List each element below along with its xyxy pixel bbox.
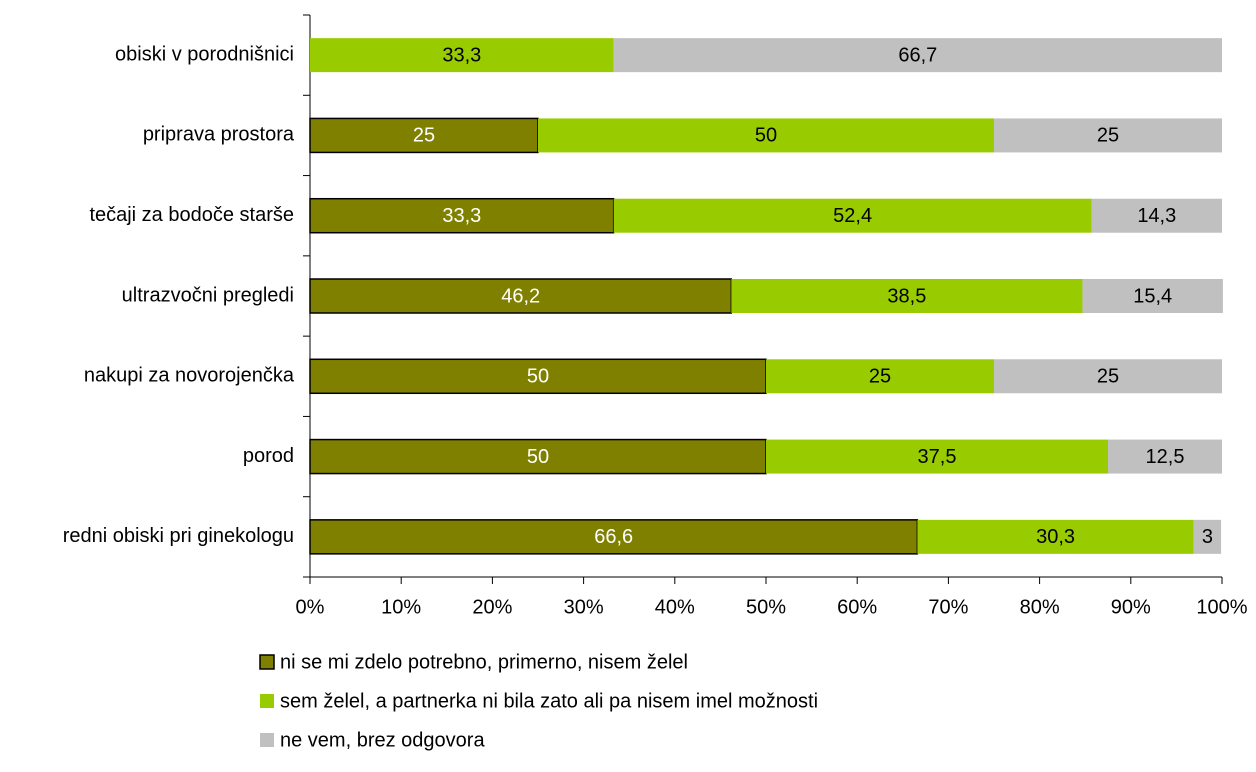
y-tick-label: porod [243, 445, 294, 467]
bar-segment [613, 38, 1222, 73]
y-tick-label: tečaji za bodoče starše [89, 204, 294, 226]
x-tick-label: 20% [472, 596, 512, 618]
legend-swatch [260, 694, 274, 708]
data-label: 52,4 [833, 205, 872, 227]
bar-segment [538, 118, 994, 153]
data-label: 50 [527, 366, 549, 388]
legend-swatch [259, 654, 275, 670]
data-label: 50 [527, 446, 549, 468]
data-label: 66,7 [898, 44, 937, 66]
bar-segment [1108, 439, 1222, 474]
y-tick-label: redni obiski pri ginekologu [63, 525, 294, 547]
x-tick-label: 80% [1020, 596, 1060, 618]
bar-segment [1193, 519, 1222, 554]
data-label: 66,6 [594, 526, 633, 548]
bar-segment [1091, 198, 1222, 233]
bar-segment [613, 198, 1092, 233]
legend-label: ni se mi zdelo potrebno, primerno, nisem… [280, 651, 688, 673]
bar-segment [310, 38, 614, 73]
data-label: 46,2 [501, 285, 540, 307]
x-tick-label: 70% [928, 596, 968, 618]
bar-segment [994, 359, 1222, 394]
data-label: 33,3 [442, 44, 481, 66]
bar-segment [917, 519, 1194, 554]
data-label: 25 [1097, 366, 1119, 388]
data-label: 38,5 [887, 285, 926, 307]
data-label: 30,3 [1036, 526, 1075, 548]
x-tick-label: 10% [381, 596, 421, 618]
x-tick-label: 30% [564, 596, 604, 618]
x-tick-label: 60% [837, 596, 877, 618]
data-label: 25 [413, 125, 435, 147]
y-tick-label: ultrazvočni pregledi [122, 284, 294, 306]
data-label: 3 [1202, 526, 1213, 548]
legend-label: ne vem, brez odgovora [280, 729, 485, 751]
y-tick-label: priprava prostora [143, 124, 295, 146]
bar-segment [994, 118, 1222, 153]
x-tick-label: 90% [1111, 596, 1151, 618]
legend-label: sem želel, a partnerka ni bila zato ali … [280, 690, 818, 712]
bar-segment [731, 279, 1083, 313]
bar-segment [309, 278, 733, 314]
bar-segment [766, 359, 994, 394]
data-label: 14,3 [1137, 205, 1176, 227]
data-label: 25 [869, 366, 891, 388]
bar-segment [309, 358, 767, 395]
x-tick-label: 100% [1196, 596, 1247, 618]
x-tick-label: 40% [655, 596, 695, 618]
x-tick-label: 50% [746, 596, 786, 618]
data-label: 12,5 [1146, 446, 1185, 468]
data-label: 15,4 [1133, 285, 1172, 307]
y-tick-label: nakupi za novorojenčka [84, 365, 295, 387]
bar-segment [309, 519, 919, 555]
bar-segment [766, 439, 1108, 474]
y-tick-label: obiski v porodnišnici [115, 43, 294, 65]
legend-swatch [260, 733, 274, 747]
data-label: 25 [1097, 125, 1119, 147]
bar-segment [309, 438, 767, 475]
data-label: 37,5 [918, 446, 957, 468]
data-label: 33,3 [442, 205, 481, 227]
x-tick-label: 0% [296, 596, 325, 618]
bar-segment [1082, 279, 1223, 313]
data-label: 50 [755, 125, 777, 147]
